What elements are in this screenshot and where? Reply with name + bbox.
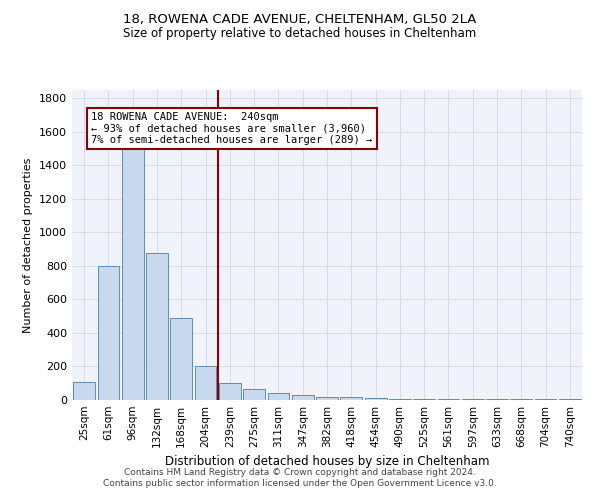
Text: 18 ROWENA CADE AVENUE:  240sqm
← 93% of detached houses are smaller (3,960)
7% o: 18 ROWENA CADE AVENUE: 240sqm ← 93% of d… <box>91 112 373 145</box>
Text: Contains HM Land Registry data © Crown copyright and database right 2024.
Contai: Contains HM Land Registry data © Crown c… <box>103 468 497 487</box>
Bar <box>194 366 217 400</box>
Bar <box>268 394 289 400</box>
Bar <box>365 398 386 400</box>
Bar <box>73 382 95 400</box>
Text: Size of property relative to detached houses in Cheltenham: Size of property relative to detached ho… <box>124 28 476 40</box>
Bar <box>292 395 314 400</box>
X-axis label: Distribution of detached houses by size in Cheltenham: Distribution of detached houses by size … <box>165 456 489 468</box>
Bar <box>389 398 411 400</box>
Text: 18, ROWENA CADE AVENUE, CHELTENHAM, GL50 2LA: 18, ROWENA CADE AVENUE, CHELTENHAM, GL50… <box>124 12 476 26</box>
Bar <box>219 383 241 400</box>
Bar <box>146 252 168 400</box>
Bar <box>170 318 192 400</box>
Bar <box>413 399 435 400</box>
Y-axis label: Number of detached properties: Number of detached properties <box>23 158 34 332</box>
Bar <box>122 148 143 400</box>
Bar <box>243 389 265 400</box>
Bar <box>316 396 338 400</box>
Bar <box>340 396 362 400</box>
Bar <box>437 399 460 400</box>
Bar <box>97 266 119 400</box>
